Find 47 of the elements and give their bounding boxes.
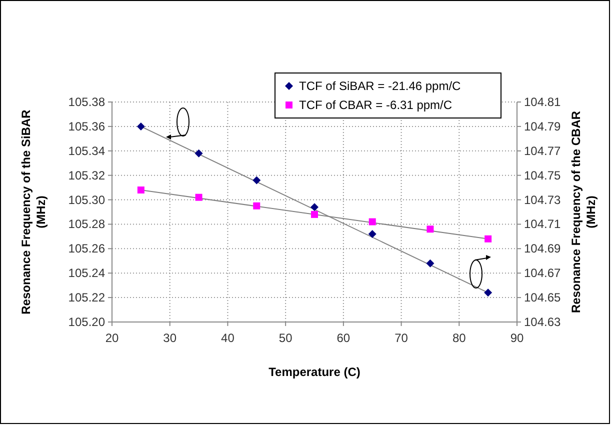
y2-tick-label: 104.67 (524, 266, 562, 280)
y-tick-label: 105.38 (68, 95, 106, 109)
x-tick-label: 90 (510, 331, 524, 345)
point (311, 210, 318, 218)
y-tick-label: 105.34 (68, 144, 106, 158)
point (194, 149, 203, 158)
y-tick-label: 105.30 (68, 192, 106, 207)
x-axis-title: Temperature (C) (268, 365, 360, 379)
y2-axis-title: Resonance Frequency of the CBAR (MHz) (569, 110, 598, 314)
y-tick-label: 105.24 (68, 266, 106, 280)
point (368, 230, 376, 238)
point (426, 259, 434, 268)
y-axis-title: Resonance Frequency of the SiBAR (MHz) (19, 109, 48, 314)
y-tick-label: 105.22 (68, 290, 106, 305)
point (136, 122, 145, 130)
y-tick-label: 105.36 (68, 119, 106, 134)
y2-tick-label: 104.75 (524, 168, 562, 182)
point (310, 203, 318, 212)
point (137, 186, 144, 194)
x-tick-label: 30 (163, 331, 177, 345)
y2-tick-label: 104.77 (524, 144, 562, 158)
x-tick-label: 60 (336, 331, 350, 345)
y-tick-label: 105.26 (68, 242, 106, 256)
y-tick-label: 105.32 (68, 168, 106, 182)
y2-tick-label: 104.73 (524, 192, 562, 207)
y2-tick-label: 104.69 (524, 242, 562, 256)
point (368, 218, 376, 226)
point (426, 226, 434, 233)
x-tick-label: 80 (452, 331, 466, 345)
y2-tick-label: 104.65 (524, 290, 562, 305)
y-tick-label: 105.20 (68, 315, 106, 329)
x-tick-label: 70 (394, 331, 408, 345)
y-tick-label: 105.28 (68, 217, 106, 232)
y2-tick-label: 104.63 (524, 315, 562, 329)
x-tick-label: 20 (105, 331, 119, 345)
x-tick-label: 50 (278, 331, 293, 345)
point (484, 288, 492, 297)
y2-tick-label: 104.71 (524, 217, 562, 232)
point (252, 176, 261, 184)
x-tick-label: 40 (221, 331, 235, 345)
y2-tick-label: 104.81 (524, 95, 562, 109)
point (195, 194, 202, 201)
y2-tick-label: 104.79 (524, 119, 562, 134)
legend-label: TCF of SiBAR = -21.46 ppm/C (299, 79, 462, 93)
point (253, 202, 260, 210)
point (484, 235, 492, 242)
legend-label: TCF of CBAR = -6.31 ppm/C (299, 98, 452, 112)
